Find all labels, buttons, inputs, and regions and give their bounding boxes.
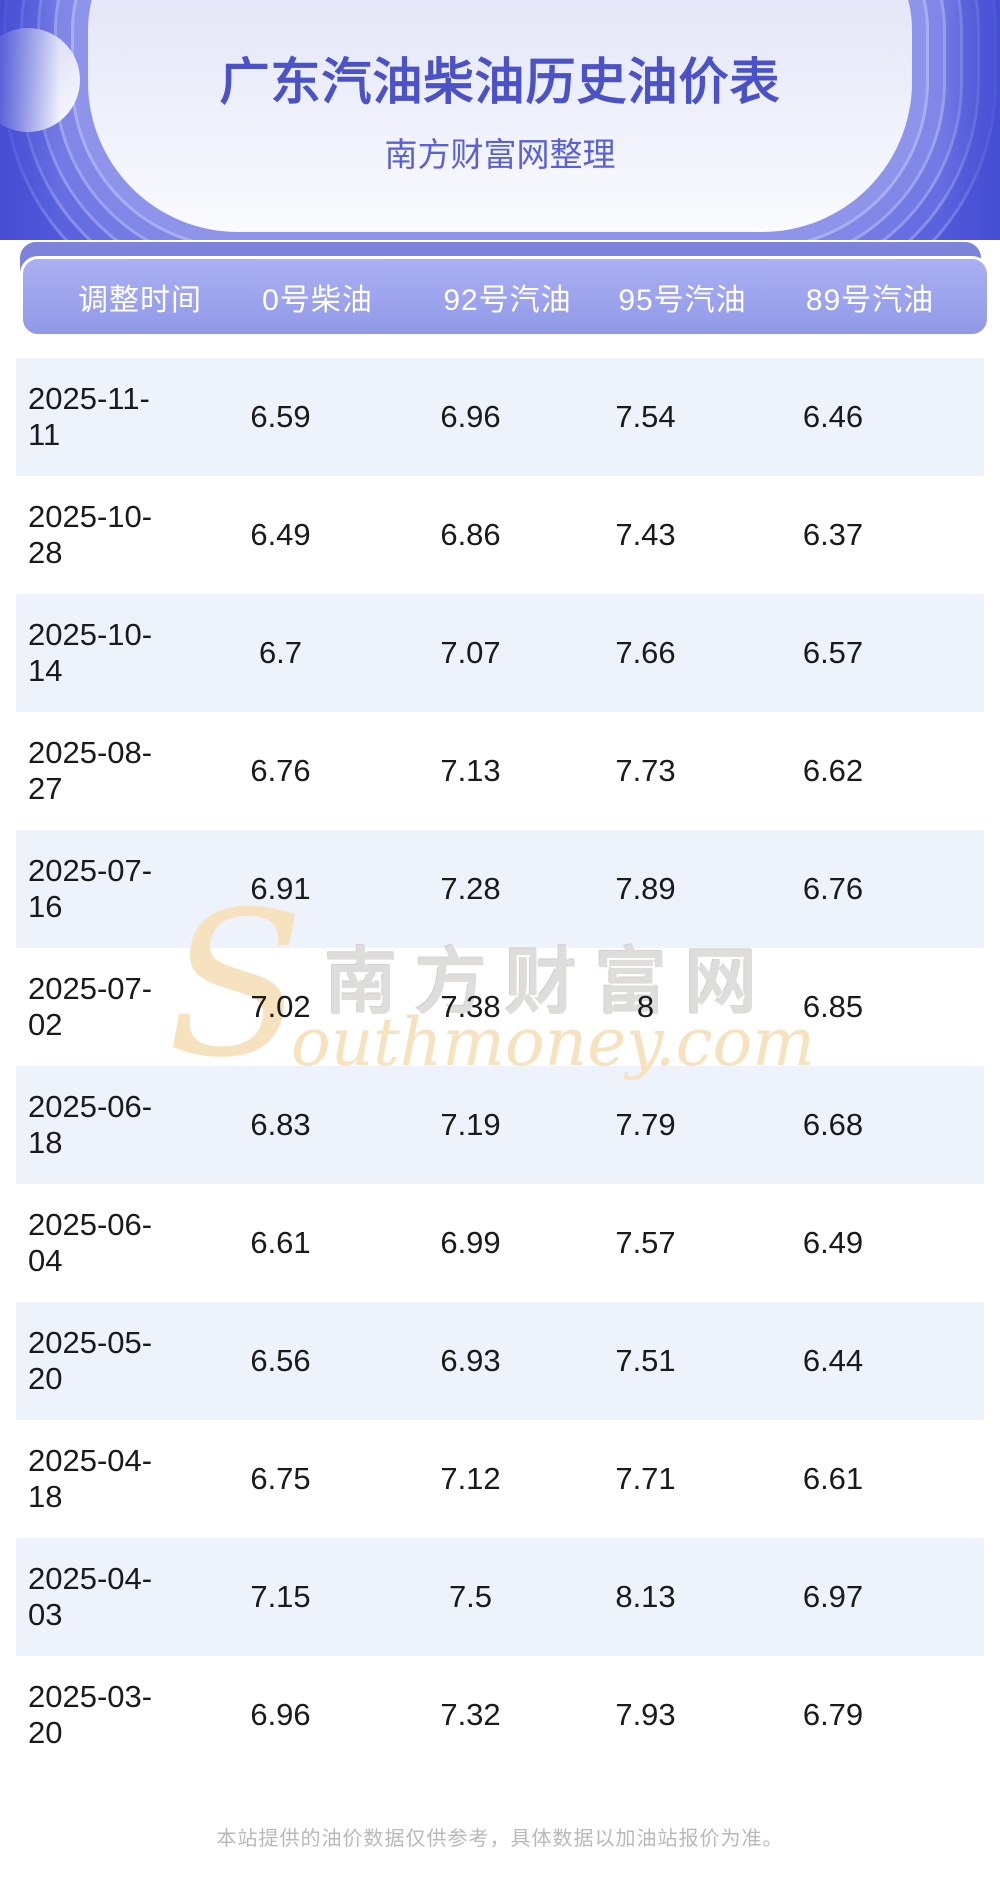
cell-price: 7.43 <box>615 517 676 552</box>
cell-price: 6.96 <box>440 399 501 434</box>
cell-price: 7.32 <box>440 1697 501 1732</box>
cell-price: 8.13 <box>615 1579 676 1614</box>
cell-price: 6.91 <box>250 871 311 906</box>
page-subtitle: 南方财富网整理 <box>384 136 616 173</box>
cell-price: 6.49 <box>250 517 311 552</box>
cell-price: 6.46 <box>802 399 864 434</box>
cell-date: 2025-04-18 <box>28 1443 153 1514</box>
cell-date: 2025-03-20 <box>28 1679 153 1750</box>
cell-price: 7.89 <box>615 871 676 906</box>
cell-date: 2025-04-03 <box>28 1561 153 1632</box>
cell-price: 7.13 <box>440 753 501 788</box>
cell-price: 6.76 <box>250 753 311 788</box>
cell-price: 7.79 <box>615 1107 676 1142</box>
header-cell-diesel0: 0号柴油 <box>262 283 373 317</box>
cell-price: 7.02 <box>250 989 311 1024</box>
cell-date: 2025-06-18 <box>28 1089 153 1160</box>
table-row: 2025-06-18 6.83 7.19 7.79 6.68 <box>16 1066 984 1184</box>
cell-date: 2025-05-20 <box>28 1325 153 1396</box>
hero-banner: 广东汽油柴油历史油价表 南方财富网整理 <box>0 0 1000 240</box>
cell-price: 7.54 <box>615 399 676 434</box>
cell-price: 6.83 <box>250 1107 311 1142</box>
table-row: 2025-08-27 6.76 7.13 7.73 6.62 <box>16 712 984 830</box>
table-row: 2025-07-02 7.02 7.38 8 6.85 <box>16 948 984 1066</box>
cell-price: 6.85 <box>802 989 864 1024</box>
cell-price: 7.19 <box>440 1107 501 1142</box>
cell-price: 7.07 <box>440 635 501 670</box>
page-title: 广东汽油柴油历史油价表 <box>219 54 781 110</box>
cell-date: 2025-11-11 <box>28 381 150 452</box>
cell-date: 2025-06-04 <box>28 1207 153 1278</box>
cell-date: 2025-07-02 <box>28 971 153 1042</box>
cell-price: 6.49 <box>802 1225 864 1260</box>
cell-date: 2025-08-27 <box>28 735 153 806</box>
cell-price: 6.37 <box>802 517 864 552</box>
cell-price: 6.99 <box>440 1225 501 1260</box>
cell-price: 7.12 <box>440 1461 501 1496</box>
cell-price: 7.28 <box>440 871 501 906</box>
cell-price: 6.93 <box>440 1343 501 1378</box>
cell-price: 7.5 <box>448 1579 493 1614</box>
header-cell-gas95: 95号汽油 <box>618 283 747 317</box>
cell-price: 6.79 <box>802 1697 864 1732</box>
cell-price: 7.38 <box>440 989 501 1024</box>
cell-price: 8 <box>636 989 655 1024</box>
table-row: 2025-05-20 6.56 6.93 7.51 6.44 <box>16 1302 984 1420</box>
cell-price: 6.61 <box>802 1461 864 1496</box>
cell-price: 6.44 <box>802 1343 864 1378</box>
table-row: 2025-11-11 6.59 6.96 7.54 6.46 <box>16 358 984 476</box>
cell-price: 6.57 <box>802 635 864 670</box>
footer-note: 本站提供的油价数据仅供参考，具体数据以加油站报价为准。 <box>216 1828 784 1850</box>
cell-price: 7.71 <box>615 1461 676 1496</box>
table-row: 2025-10-28 6.49 6.86 7.43 6.37 <box>16 476 984 594</box>
table-row: 2025-10-14 6.7 7.07 7.66 6.57 <box>16 594 984 712</box>
table-row: 2025-04-18 6.75 7.12 7.71 6.61 <box>16 1420 984 1538</box>
cell-price: 7.57 <box>615 1225 676 1260</box>
cell-price: 7.66 <box>615 635 676 670</box>
cell-price: 6.68 <box>802 1107 864 1142</box>
cell-price: 7.73 <box>615 753 676 788</box>
table-row: 2025-07-16 6.91 7.28 7.89 6.76 <box>16 830 984 948</box>
table-row: 2025-04-03 7.15 7.5 8.13 6.97 <box>16 1538 984 1656</box>
cell-price: 6.76 <box>802 871 864 906</box>
header-cell-gas89: 89号汽油 <box>805 283 935 317</box>
table-row: 2025-03-20 6.96 7.32 7.93 6.79 <box>16 1656 984 1774</box>
cell-date: 2025-10-14 <box>28 617 153 688</box>
header-cell-date: 调整时间 <box>78 283 202 317</box>
cell-date: 2025-10-28 <box>28 499 153 570</box>
cell-price: 7.15 <box>250 1579 311 1614</box>
cell-price: 7.51 <box>615 1343 676 1378</box>
cell-price: 6.75 <box>250 1461 311 1496</box>
cell-price: 7.93 <box>615 1697 676 1732</box>
cell-price: 6.96 <box>250 1697 311 1732</box>
cell-price: 6.7 <box>258 635 303 670</box>
cell-price: 6.61 <box>250 1225 311 1260</box>
table-row: 2025-06-04 6.61 6.99 7.57 6.49 <box>16 1184 984 1302</box>
cell-price: 6.62 <box>802 753 864 788</box>
header-cell-gas92: 92号汽油 <box>443 283 572 317</box>
cell-price: 6.59 <box>250 399 311 434</box>
hero-text-block: 广东汽油柴油历史油价表 南方财富网整理 <box>0 0 1000 171</box>
table-header-row: 调整时间 0号柴油 92号汽油 95号汽油 89号汽油 <box>20 256 990 337</box>
cell-price: 6.97 <box>802 1579 864 1614</box>
cell-price: 6.86 <box>440 517 501 552</box>
table-body: 2025-11-11 6.59 6.96 7.54 6.46 2025-10-28 6.49… <box>16 358 984 1774</box>
cell-price: 6.56 <box>250 1343 311 1378</box>
cell-date: 2025-07-16 <box>28 853 153 924</box>
